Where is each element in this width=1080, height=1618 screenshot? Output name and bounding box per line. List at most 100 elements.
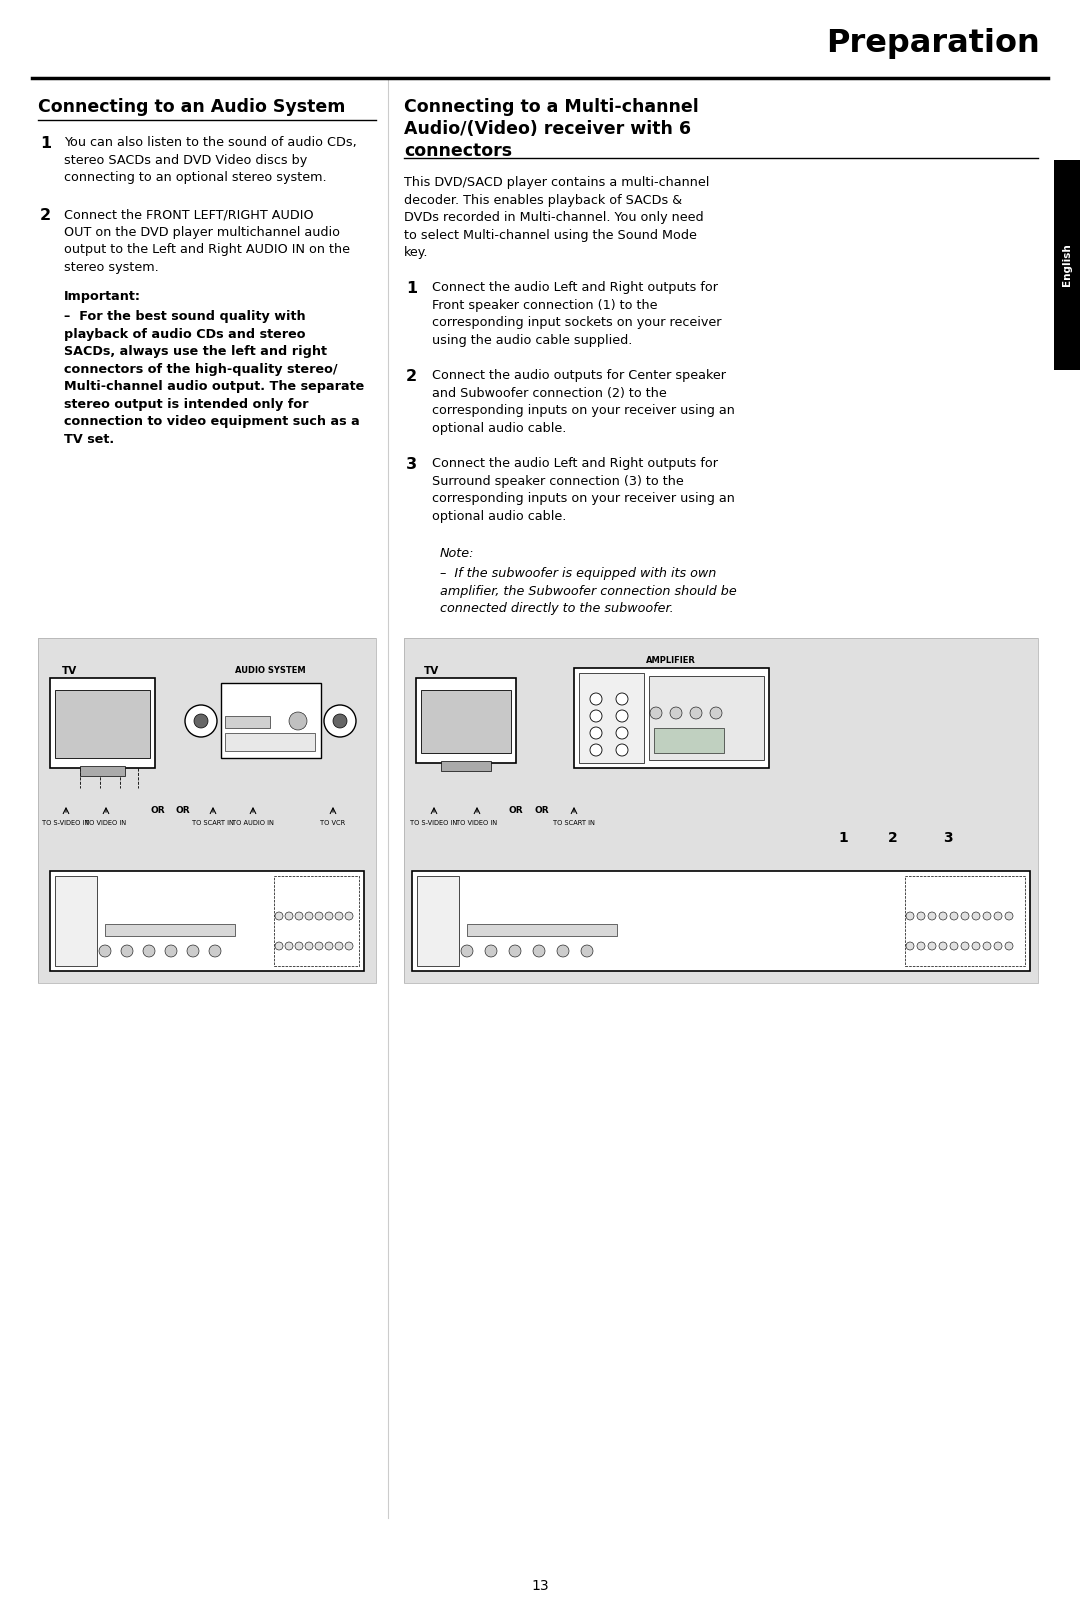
Text: 2: 2 [40,209,51,223]
Circle shape [335,913,343,921]
Text: Connect the FRONT LEFT/RIGHT AUDIO
OUT on the DVD player multichannel audio
outp: Connect the FRONT LEFT/RIGHT AUDIO OUT o… [64,209,350,273]
Circle shape [939,942,947,950]
Circle shape [616,726,627,739]
Bar [421,689,511,752]
Circle shape [275,913,283,921]
Circle shape [983,913,991,921]
Text: TO VIDEO IN: TO VIDEO IN [457,820,498,827]
Text: Important:: Important: [64,290,141,303]
Circle shape [315,913,323,921]
Text: 3: 3 [943,832,953,845]
Text: Preparation: Preparation [826,28,1040,58]
Circle shape [325,942,333,950]
Text: TV: TV [424,667,440,676]
Circle shape [295,913,303,921]
Text: TV: TV [62,667,78,676]
Bar [441,760,491,772]
Circle shape [285,942,293,950]
Text: You can also listen to the sound of audio CDs,
stereo SACDs and DVD Video discs : You can also listen to the sound of audi… [64,136,356,184]
Bar [55,689,150,757]
Circle shape [928,942,936,950]
Circle shape [581,945,593,956]
Circle shape [917,913,924,921]
Circle shape [590,726,602,739]
Text: AMPLIFIER: AMPLIFIER [646,655,696,665]
Bar [50,870,364,971]
Text: –  For the best sound quality with
playback of audio CDs and stereo
SACDs, alway: – For the best sound quality with playba… [64,311,364,445]
Circle shape [950,942,958,950]
Text: OR: OR [176,806,190,814]
Circle shape [345,942,353,950]
Bar [105,924,235,935]
Circle shape [983,942,991,950]
Circle shape [994,942,1002,950]
Bar [274,875,359,966]
Circle shape [690,707,702,718]
Circle shape [461,945,473,956]
Bar [225,717,270,728]
Circle shape [210,945,221,956]
Circle shape [295,942,303,950]
Circle shape [939,913,947,921]
Circle shape [534,945,545,956]
Circle shape [616,693,627,705]
Bar [1054,160,1080,371]
Circle shape [289,712,307,730]
Text: 1: 1 [406,282,417,296]
Text: TO AUDIO IN: TO AUDIO IN [232,820,274,827]
Text: Note:: Note: [440,547,474,560]
Circle shape [590,693,602,705]
Bar [573,668,769,769]
Bar [80,765,125,777]
Text: 2: 2 [406,369,417,383]
Bar [38,637,376,984]
Text: connectors: connectors [404,142,512,160]
Text: TO S-VIDEO IN: TO S-VIDEO IN [410,820,458,827]
Circle shape [165,945,177,956]
Text: OR: OR [509,806,524,814]
Text: TO VIDEO IN: TO VIDEO IN [85,820,126,827]
Circle shape [972,942,980,950]
Text: 1: 1 [838,832,848,845]
Circle shape [1005,913,1013,921]
Circle shape [325,913,333,921]
Circle shape [650,707,662,718]
Text: Connect the audio Left and Right outputs for
Front speaker connection (1) to the: Connect the audio Left and Right outputs… [432,282,721,346]
Circle shape [509,945,521,956]
Text: Connect the audio Left and Right outputs for
Surround speaker connection (3) to : Connect the audio Left and Right outputs… [432,456,734,523]
Circle shape [345,913,353,921]
Circle shape [121,945,133,956]
Text: 3: 3 [406,456,417,472]
Text: –  If the subwoofer is equipped with its own
amplifier, the Subwoofer connection: – If the subwoofer is equipped with its … [440,566,737,615]
Bar [654,728,724,752]
Text: TO VCR: TO VCR [321,820,346,827]
Circle shape [305,942,313,950]
Circle shape [928,913,936,921]
Circle shape [275,942,283,950]
Bar [38,637,376,984]
Bar [50,678,156,769]
Circle shape [906,942,914,950]
Bar [579,673,644,764]
Text: Audio/(Video) receiver with 6: Audio/(Video) receiver with 6 [404,120,691,138]
Circle shape [485,945,497,956]
Bar [905,875,1025,966]
Circle shape [710,707,723,718]
Text: 1: 1 [40,136,51,150]
Text: TO SCART IN: TO SCART IN [192,820,234,827]
Circle shape [333,714,347,728]
Circle shape [194,714,208,728]
Text: TO S-VIDEO IN: TO S-VIDEO IN [42,820,90,827]
Circle shape [917,942,924,950]
Circle shape [324,705,356,738]
Circle shape [99,945,111,956]
Circle shape [616,710,627,722]
Text: TO SCART IN: TO SCART IN [553,820,595,827]
Text: This DVD/SACD player contains a multi-channel
decoder. This enables playback of : This DVD/SACD player contains a multi-ch… [404,176,710,259]
Bar [55,875,97,966]
Bar [649,676,764,760]
Bar [404,637,1038,984]
Circle shape [1005,942,1013,950]
Text: 2: 2 [888,832,897,845]
Circle shape [335,942,343,950]
